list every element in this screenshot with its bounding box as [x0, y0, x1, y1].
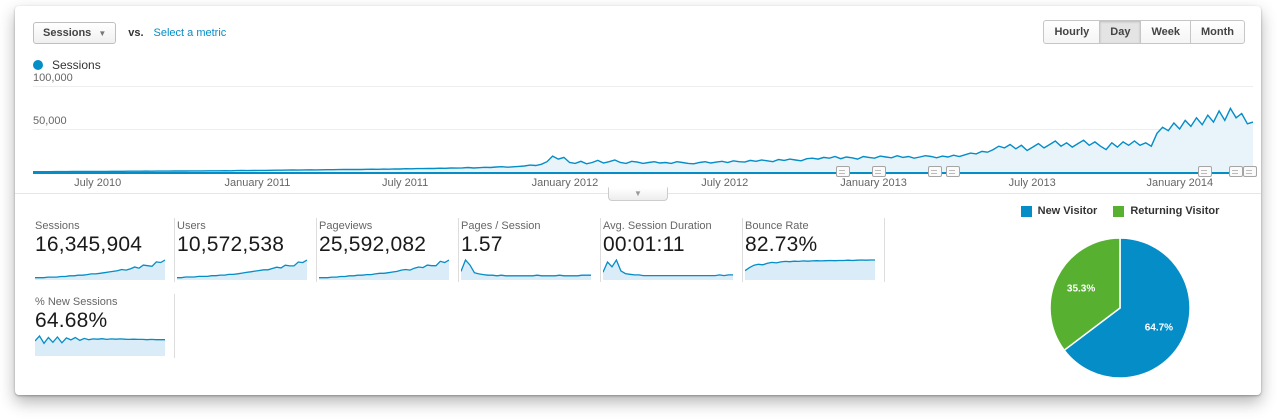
- metric-selector-label: Sessions: [43, 27, 92, 39]
- users-sparkline: [177, 259, 307, 280]
- pie-legend-label: New Visitor: [1037, 205, 1098, 217]
- metric-label: Pageviews: [319, 220, 373, 232]
- pie-legend-returning-visitor: Returning Visitor: [1113, 205, 1219, 217]
- granularity-day-button[interactable]: Day: [1099, 20, 1142, 44]
- sessions-sparkline: [35, 259, 165, 280]
- gridline-100k: [33, 86, 1253, 87]
- series-legend-label: Sessions: [52, 58, 101, 72]
- annotation-bubble-icon[interactable]: [945, 166, 960, 177]
- select-metric-link[interactable]: Select a metric: [153, 27, 227, 39]
- pageviews-sparkline: [319, 259, 449, 280]
- pie-legend-label: Returning Visitor: [1130, 205, 1220, 217]
- pie-legend: New Visitor Returning Visitor: [1010, 205, 1230, 217]
- granularity-toggle: Hourly Day Week Month: [1043, 20, 1245, 44]
- metric-card-avg-session-duration[interactable]: Avg. Session Duration 00:01:11: [601, 218, 743, 282]
- gridline-50k: [33, 129, 1253, 130]
- annotation-markers: [33, 166, 1258, 178]
- svg-text:35.3%: 35.3%: [1067, 284, 1095, 295]
- chart-header: Sessions ▼ vs. Select a metric: [33, 20, 226, 46]
- metric-card-sessions[interactable]: Sessions 16,345,904: [33, 218, 175, 282]
- metric-value: 00:01:11: [603, 233, 685, 256]
- returning-visitor-swatch-icon: [1113, 205, 1125, 217]
- avg-session-duration-sparkline: [603, 258, 733, 280]
- metric-card-percent-new-sessions[interactable]: % New Sessions 64.68%: [33, 294, 175, 358]
- x-tick-jan-2014: January 2014: [1146, 177, 1214, 189]
- svg-text:64.7%: 64.7%: [1145, 322, 1173, 333]
- x-tick-jan-2011: January 2011: [224, 177, 291, 189]
- visitor-type-pie-chart[interactable]: 64.7% 35.3%: [1045, 233, 1195, 383]
- metric-value: 16,345,904: [35, 233, 143, 256]
- x-tick-jul-2012: July 2012: [701, 177, 749, 189]
- percent-new-sessions-sparkline: [35, 334, 165, 356]
- x-tick-jul-2013: July 2013: [1008, 177, 1056, 189]
- x-axis-labels: July 2010 January 2011 July 2011 January…: [33, 177, 1253, 191]
- annotation-bubble-icon[interactable]: [1198, 166, 1213, 177]
- y-axis-tick-100k: 100,000: [33, 72, 73, 84]
- x-tick-jan-2012: January 2012: [531, 177, 599, 189]
- metric-selector-dropdown[interactable]: Sessions ▼: [33, 22, 117, 44]
- metric-label: Bounce Rate: [745, 220, 809, 232]
- x-tick-jul-2011: July 2011: [381, 177, 429, 189]
- metric-label: Avg. Session Duration: [603, 220, 712, 232]
- x-tick-jul-2010: July 2010: [74, 177, 122, 189]
- metric-card-pages-per-session[interactable]: Pages / Session 1.57: [459, 218, 601, 282]
- sessions-timeseries-plot[interactable]: 100,000 50,000: [33, 72, 1253, 172]
- sessions-line-chart[interactable]: [33, 78, 1253, 172]
- metric-value: 25,592,082: [319, 233, 427, 256]
- series-legend: Sessions: [33, 58, 101, 72]
- series-color-dot-icon: [33, 60, 43, 70]
- metric-label: % New Sessions: [35, 296, 118, 308]
- annotations-collapse-tab[interactable]: ▼: [608, 187, 668, 201]
- metric-label: Sessions: [35, 220, 80, 232]
- metric-value: 82.73%: [745, 233, 818, 256]
- granularity-week-button[interactable]: Week: [1140, 20, 1192, 44]
- granularity-month-button[interactable]: Month: [1190, 20, 1245, 44]
- annotation-bubble-icon[interactable]: [835, 166, 850, 177]
- analytics-panel: Sessions ▼ vs. Select a metric Hourly Da…: [15, 6, 1261, 395]
- annotation-bubble-icon[interactable]: [872, 166, 887, 177]
- new-visitor-swatch-icon: [1020, 205, 1032, 217]
- metric-label: Users: [177, 220, 206, 232]
- vs-label: vs.: [128, 27, 144, 39]
- annotation-bubble-icon[interactable]: [928, 166, 943, 177]
- visitor-type-pie-section: New Visitor Returning Visitor 64.7% 35.3%: [1010, 205, 1230, 383]
- metric-card-users[interactable]: Users 10,572,538: [175, 218, 317, 282]
- metric-cards: Sessions 16,345,904 Users 10,572,538 Pag…: [33, 218, 903, 370]
- y-axis-tick-50k: 50,000: [33, 115, 67, 127]
- metric-card-bounce-rate[interactable]: Bounce Rate 82.73%: [743, 218, 885, 282]
- chevron-down-icon: ▼: [634, 189, 642, 198]
- metric-value: 64.68%: [35, 309, 108, 332]
- pages-per-session-sparkline: [461, 258, 591, 280]
- metric-value: 10,572,538: [177, 233, 285, 256]
- metric-card-pageviews[interactable]: Pageviews 25,592,082: [317, 218, 459, 282]
- pie-legend-new-visitor: New Visitor: [1020, 205, 1098, 217]
- granularity-hourly-button[interactable]: Hourly: [1043, 20, 1101, 44]
- annotation-bubble-icon[interactable]: [1243, 166, 1258, 177]
- metric-label: Pages / Session: [461, 220, 541, 232]
- x-axis-line: [33, 172, 1253, 174]
- chevron-down-icon: ▼: [98, 28, 107, 38]
- annotation-bubble-icon[interactable]: [1228, 166, 1243, 177]
- bounce-rate-sparkline: [745, 259, 875, 280]
- metric-value: 1.57: [461, 233, 503, 256]
- x-tick-jan-2013: January 2013: [840, 177, 907, 189]
